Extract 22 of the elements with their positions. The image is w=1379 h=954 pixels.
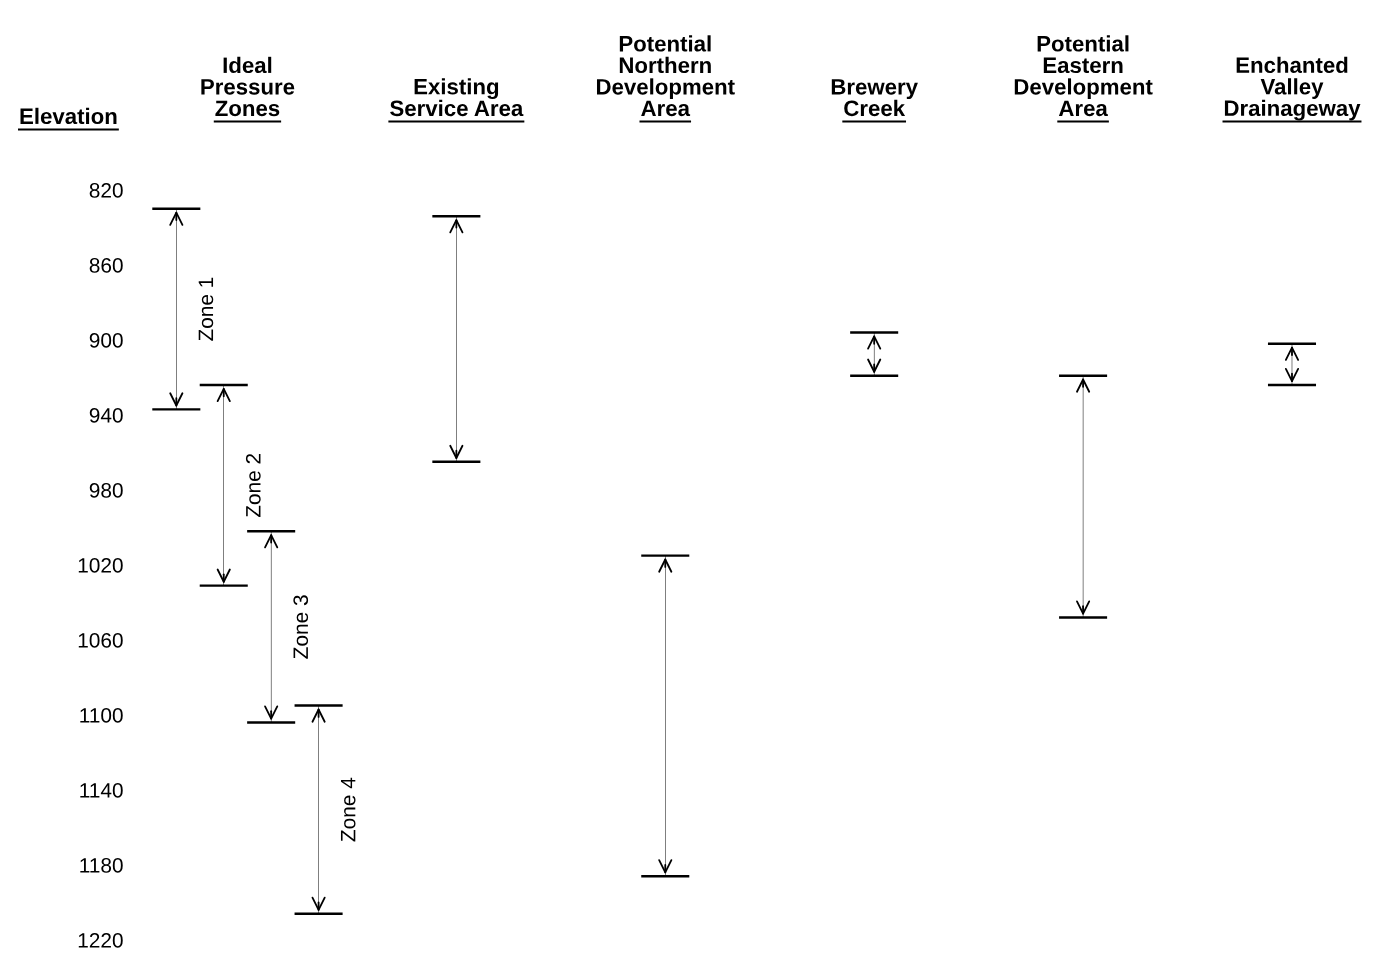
y-tick-label: 980 bbox=[89, 483, 123, 498]
y-tick-label: 940 bbox=[89, 408, 123, 423]
y-tick-label: 860 bbox=[89, 258, 123, 273]
y-tick-label: 1180 bbox=[80, 858, 123, 873]
text: Zone 1 bbox=[198, 277, 214, 341]
y-tick-label: 900 bbox=[89, 333, 123, 348]
y-tick-label: 1060 bbox=[78, 633, 123, 648]
y-tick-label: 1220 bbox=[78, 933, 123, 948]
x-tick-label: Ideal Pressure Zones bbox=[201, 56, 295, 117]
x-tick-label: Brewery Creek bbox=[831, 79, 918, 117]
y-tick-label: 820 bbox=[89, 183, 123, 198]
y-tick-label: 1100 bbox=[80, 708, 123, 723]
x-tick-label: Existing Service Area bbox=[390, 78, 524, 117]
y-tick-label: 1020 bbox=[78, 558, 123, 573]
text: Zone 2 bbox=[245, 453, 261, 518]
y-tick-label: 1140 bbox=[80, 783, 123, 798]
text: Zone 4 bbox=[340, 777, 356, 842]
x-tick-label: Potential Eastern Development Area bbox=[1014, 35, 1153, 117]
x-tick-label: Enchanted Valley Drainageway bbox=[1224, 56, 1361, 121]
text: Zone 3 bbox=[293, 595, 309, 659]
y-axis-title: Elevation bbox=[20, 107, 117, 125]
x-tick-label: Potential Northern Development Area bbox=[596, 35, 735, 117]
